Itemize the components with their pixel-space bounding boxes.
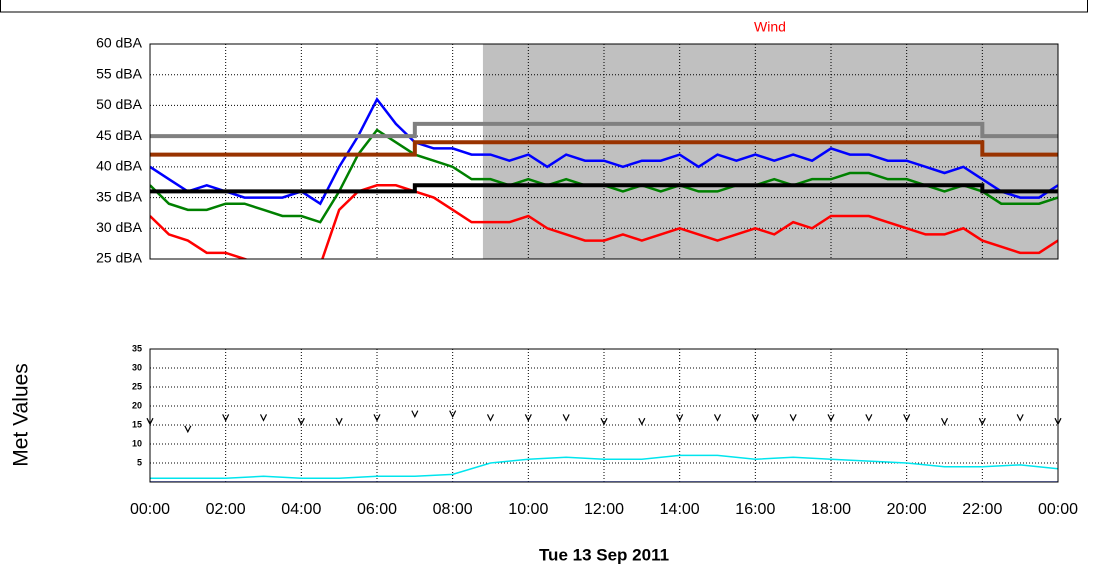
y-tick-label: 20 xyxy=(132,400,142,410)
marker xyxy=(978,417,986,426)
marker xyxy=(713,414,722,422)
x-tick-label: 18:00 xyxy=(811,501,851,518)
marker xyxy=(486,414,495,422)
y-tick-label: 35 xyxy=(132,343,142,353)
x-tick-label: 00:00 xyxy=(1038,501,1078,518)
marker xyxy=(903,414,911,422)
marker xyxy=(638,417,646,426)
marker xyxy=(865,414,873,422)
y-tick-label: 30 dBA xyxy=(96,219,143,235)
marker xyxy=(524,414,532,422)
x-tick-label: 02:00 xyxy=(206,501,246,518)
marker xyxy=(789,414,797,422)
y-tick-label: 30 xyxy=(132,362,142,372)
y-tick-label: 10 xyxy=(132,438,142,448)
y-tick-label: 25 dBA xyxy=(96,250,143,266)
marker xyxy=(335,417,343,426)
marker xyxy=(411,410,419,418)
marker xyxy=(449,410,457,418)
x-tick-label: 22:00 xyxy=(962,501,1002,518)
x-tick-label: 04:00 xyxy=(281,501,321,518)
series-line xyxy=(150,121,1058,139)
y-tick-label: 25 xyxy=(132,381,142,391)
x-tick-label: 16:00 xyxy=(735,501,775,518)
shaded-region xyxy=(482,44,1058,259)
y-tick-label: 50 dBA xyxy=(96,96,143,112)
marker xyxy=(297,417,305,426)
y-tick-label: 60 dBA xyxy=(96,35,143,51)
y-tick-label: 5 xyxy=(137,457,142,467)
marker xyxy=(676,414,684,422)
plot-frame xyxy=(149,348,1059,483)
series-line xyxy=(150,140,1058,157)
x-tick-label: 20:00 xyxy=(887,501,927,518)
marker xyxy=(373,414,381,422)
marker xyxy=(184,425,192,434)
x-tick-label: 12:00 xyxy=(584,501,624,518)
marker xyxy=(222,414,230,422)
x-axis-label: Tue 13 Sep 2011 xyxy=(539,545,669,564)
series-line xyxy=(150,183,1058,194)
series-line xyxy=(150,454,1058,479)
series-line xyxy=(150,184,1058,259)
annotation: Wind xyxy=(754,19,786,35)
x-tick-label: 08:00 xyxy=(433,501,473,518)
x-tick-label: 10:00 xyxy=(508,501,548,518)
marker xyxy=(751,414,759,422)
x-tick-label: 00:00 xyxy=(130,501,170,518)
x-tick-label: 14:00 xyxy=(660,501,700,518)
y-tick-label: 15 xyxy=(132,419,142,429)
marker xyxy=(940,417,949,426)
marker xyxy=(600,417,608,426)
y-tick-label: 40 dBA xyxy=(96,158,143,174)
marker xyxy=(562,414,570,422)
y-tick-label: 55 dBA xyxy=(96,65,143,81)
marker xyxy=(827,414,835,422)
y-tick-label: 45 dBA xyxy=(96,127,143,143)
header-box xyxy=(0,0,1088,13)
marker xyxy=(1016,414,1024,422)
x-tick-label: 06:00 xyxy=(357,501,397,518)
y-tick-label: 35 dBA xyxy=(96,188,143,204)
y-axis-label: Met Values xyxy=(10,363,33,467)
plot-frame xyxy=(149,43,1059,260)
marker xyxy=(259,414,268,422)
